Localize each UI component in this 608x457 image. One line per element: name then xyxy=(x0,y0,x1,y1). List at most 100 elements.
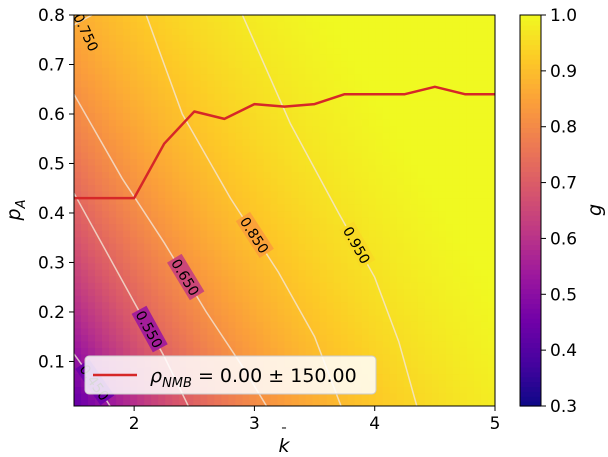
heatmap-cell xyxy=(347,67,356,75)
heatmap-cell xyxy=(445,275,454,283)
heatmap-cell xyxy=(354,73,363,81)
heatmap-cell xyxy=(319,243,328,251)
heatmap-cell xyxy=(438,282,447,290)
heatmap-cell xyxy=(186,399,194,406)
heatmap-cell xyxy=(256,275,265,283)
heatmap-cell xyxy=(389,314,398,322)
heatmap-cell xyxy=(207,60,215,68)
heatmap-cell xyxy=(270,99,279,107)
heatmap-cell xyxy=(305,93,314,101)
heatmap-cell xyxy=(81,288,89,296)
heatmap-cell xyxy=(284,132,293,140)
heatmap-cell xyxy=(403,112,412,120)
heatmap-cell xyxy=(473,73,482,81)
heatmap-cell xyxy=(431,282,440,290)
heatmap-cell xyxy=(438,34,447,42)
colorbar-segment xyxy=(520,195,541,202)
heatmap-cell xyxy=(410,119,419,127)
heatmap-cell xyxy=(347,138,356,146)
heatmap-cell xyxy=(158,106,166,114)
heatmap-cell xyxy=(109,177,117,186)
heatmap-cell xyxy=(480,67,489,75)
heatmap-cell xyxy=(319,301,328,309)
heatmap-cell xyxy=(452,334,461,342)
heatmap-cell xyxy=(179,321,187,329)
heatmap-cell xyxy=(326,230,335,238)
heatmap-cell xyxy=(116,275,124,283)
heatmap-cell xyxy=(417,236,426,244)
heatmap-cell xyxy=(361,177,370,186)
heatmap-cell xyxy=(487,243,495,251)
heatmap-cell xyxy=(186,262,194,270)
heatmap-cell xyxy=(445,308,454,316)
heatmap-cell xyxy=(347,164,356,172)
heatmap-cell xyxy=(368,177,377,186)
heatmap-cell xyxy=(417,340,426,348)
heatmap-cell xyxy=(389,210,398,218)
heatmap-cell xyxy=(284,314,293,322)
heatmap-cell xyxy=(74,86,82,94)
heatmap-cell xyxy=(452,347,461,355)
heatmap-cell xyxy=(242,210,251,218)
heatmap-cell xyxy=(88,243,96,251)
heatmap-cell xyxy=(74,288,82,296)
heatmap-cell xyxy=(361,321,370,329)
y-tick-label: 0.5 xyxy=(38,154,65,174)
heatmap-cell xyxy=(214,301,222,309)
heatmap-cell xyxy=(291,249,300,257)
heatmap-cell xyxy=(193,132,201,140)
heatmap-cell xyxy=(102,217,110,225)
heatmap-cell xyxy=(340,145,349,153)
heatmap-cell xyxy=(389,366,398,375)
heatmap-cell xyxy=(151,295,159,303)
heatmap-cell xyxy=(396,282,405,290)
heatmap-cell xyxy=(375,386,384,394)
heatmap-cell xyxy=(347,28,356,36)
heatmap-cell xyxy=(375,34,384,42)
heatmap-cell xyxy=(480,210,489,218)
heatmap-cell xyxy=(298,334,307,342)
heatmap-cell xyxy=(130,119,138,127)
heatmap-cell xyxy=(487,340,495,348)
heatmap-cell xyxy=(417,327,426,335)
heatmap-cell xyxy=(473,301,482,309)
heatmap-cell xyxy=(130,197,138,205)
heatmap-cell xyxy=(284,99,293,107)
heatmap-cell xyxy=(137,301,145,309)
heatmap-cell xyxy=(151,230,159,238)
heatmap-cell xyxy=(109,67,117,75)
heatmap-cell xyxy=(445,138,454,146)
heatmap-cell xyxy=(186,327,194,335)
heatmap-cell xyxy=(487,210,495,218)
heatmap-cell xyxy=(207,86,215,94)
heatmap-cell xyxy=(396,112,405,120)
heatmap-cell xyxy=(298,15,307,23)
heatmap-cell xyxy=(221,15,229,23)
heatmap-cell xyxy=(410,80,419,88)
heatmap-cell xyxy=(214,60,222,68)
heatmap-cell xyxy=(109,236,117,244)
heatmap-cell xyxy=(417,301,426,309)
heatmap-cell xyxy=(431,327,440,335)
heatmap-cell xyxy=(340,275,349,283)
heatmap-cell xyxy=(123,203,131,212)
heatmap-cell xyxy=(375,203,384,212)
heatmap-cell xyxy=(298,275,307,283)
heatmap-cell xyxy=(130,28,138,36)
heatmap-cell xyxy=(375,73,384,81)
heatmap-cells xyxy=(74,15,495,406)
heatmap-cell xyxy=(165,177,173,186)
heatmap-cell xyxy=(312,347,321,355)
heatmap-cell xyxy=(130,151,138,159)
heatmap-cell xyxy=(186,60,194,68)
heatmap-cell xyxy=(74,54,82,62)
heatmap-cell xyxy=(88,80,96,88)
heatmap-cell xyxy=(186,308,194,316)
heatmap-cell xyxy=(445,223,454,231)
heatmap-cell xyxy=(438,353,447,361)
heatmap-cell xyxy=(193,236,201,244)
heatmap-cell xyxy=(361,269,370,277)
heatmap-cell xyxy=(305,28,314,36)
heatmap-cell xyxy=(340,347,349,355)
heatmap-cell xyxy=(151,210,159,218)
